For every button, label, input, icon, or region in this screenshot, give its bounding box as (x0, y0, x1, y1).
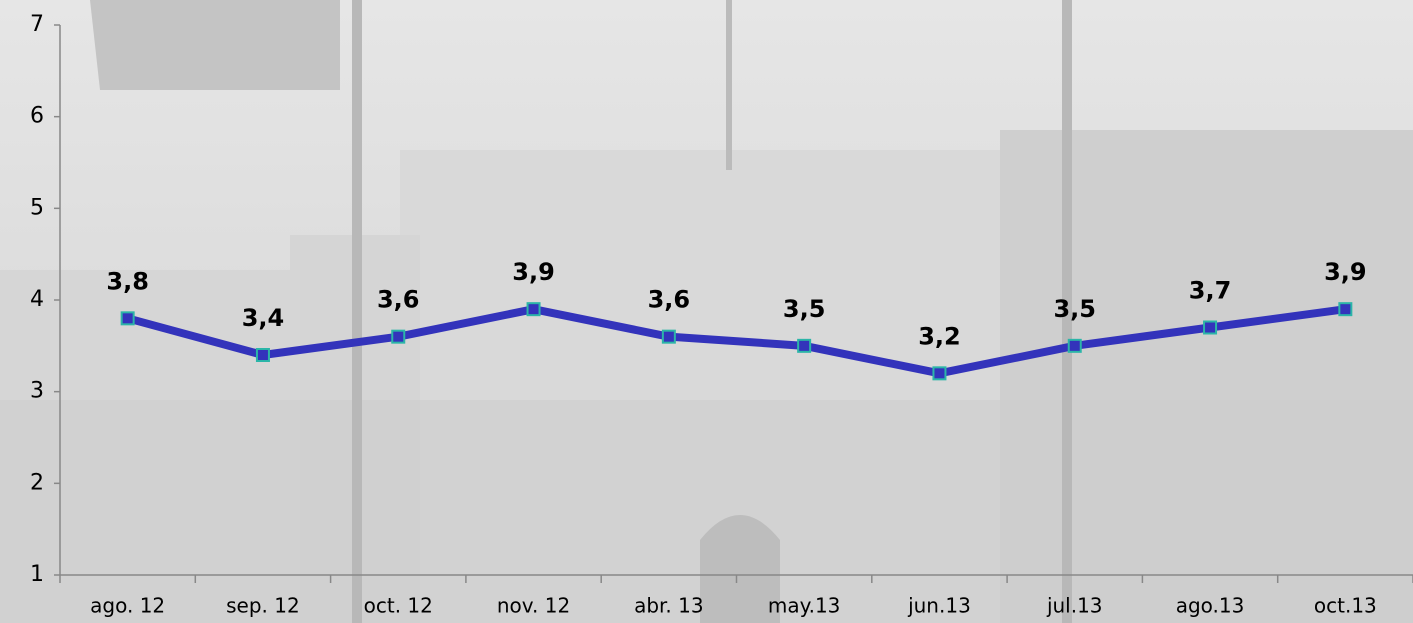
data-label: 3,6 (377, 286, 420, 314)
x-tick-label: ago. 12 (90, 594, 165, 618)
x-tick-label: jun.13 (907, 594, 971, 618)
data-label: 3,2 (918, 322, 961, 350)
data-marker (1338, 302, 1353, 317)
data-marker (526, 302, 541, 317)
data-label: 3,6 (648, 286, 691, 314)
data-marker (391, 329, 406, 344)
data-marker (120, 311, 135, 326)
data-marker (932, 366, 947, 381)
x-tick-label: jul.13 (1046, 594, 1103, 618)
y-tick-label: 2 (30, 470, 44, 495)
data-label: 3,5 (783, 295, 826, 323)
data-label: 3,4 (242, 304, 285, 332)
x-tick-label: sep. 12 (226, 594, 300, 618)
data-marker (797, 338, 812, 353)
data-line (126, 305, 1346, 378)
y-tick-label: 5 (30, 195, 44, 220)
x-tick-label: abr. 13 (634, 594, 704, 618)
x-tick-label: oct.13 (1314, 594, 1377, 618)
data-label: 3,9 (512, 258, 555, 286)
y-tick-label: 7 (30, 12, 44, 37)
y-tick-label: 3 (30, 379, 44, 404)
x-tick-label: may.13 (768, 594, 841, 618)
data-label: 3,7 (1189, 277, 1232, 305)
x-tick-label: ago.13 (1176, 594, 1245, 618)
y-tick-label: 6 (30, 104, 44, 129)
data-label: 3,9 (1324, 258, 1367, 286)
data-marker (661, 329, 676, 344)
data-marker (1203, 320, 1218, 335)
y-tick-label: 1 (30, 562, 44, 587)
x-tick-label: nov. 12 (497, 594, 570, 618)
x-tick-label: oct. 12 (364, 594, 433, 618)
data-label: 3,5 (1053, 295, 1096, 323)
data-marker (1067, 338, 1082, 353)
y-tick-label: 4 (30, 287, 44, 312)
data-marker (255, 348, 270, 362)
data-label: 3,8 (106, 267, 149, 295)
